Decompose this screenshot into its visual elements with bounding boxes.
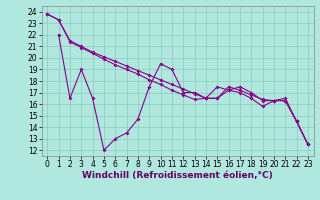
X-axis label: Windchill (Refroidissement éolien,°C): Windchill (Refroidissement éolien,°C) (82, 171, 273, 180)
